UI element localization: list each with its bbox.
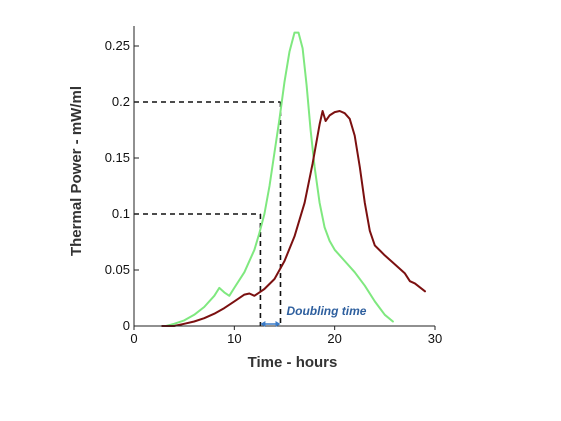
x-tick-label: 30 [428, 331, 442, 346]
x-tick-label: 10 [227, 331, 241, 346]
axes [133, 26, 435, 327]
x-tick-label: 0 [130, 331, 137, 346]
series-line-2 [161, 110, 426, 327]
y-tick-label: 0 [123, 318, 130, 333]
series-line-1 [165, 31, 394, 327]
y-tick-label: 0.15 [105, 150, 130, 165]
x-axis-title: Time - hours [248, 354, 338, 371]
y-tick-label: 0.25 [105, 38, 130, 53]
y-axis-title: Thermal Power - mW/ml [68, 86, 85, 256]
x-tick-label: 20 [327, 331, 341, 346]
arrow-head-right-icon [275, 321, 281, 327]
series-lines [161, 31, 426, 327]
y-tick-label: 0.2 [112, 94, 130, 109]
axis-ticks: 0 10 20 30 0 0.05 0.1 0.15 0.2 0.25 [105, 38, 443, 346]
annotations: Doubling time [260, 304, 367, 327]
y-tick-label: 0.05 [105, 262, 130, 277]
arrow-head-left-icon [260, 321, 266, 327]
doubling-time-label: Doubling time [286, 304, 366, 318]
y-tick-label: 0.1 [112, 206, 130, 221]
